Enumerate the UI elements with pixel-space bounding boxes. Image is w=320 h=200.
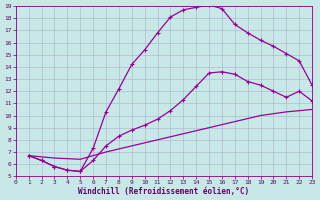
X-axis label: Windchill (Refroidissement éolien,°C): Windchill (Refroidissement éolien,°C) — [78, 187, 250, 196]
